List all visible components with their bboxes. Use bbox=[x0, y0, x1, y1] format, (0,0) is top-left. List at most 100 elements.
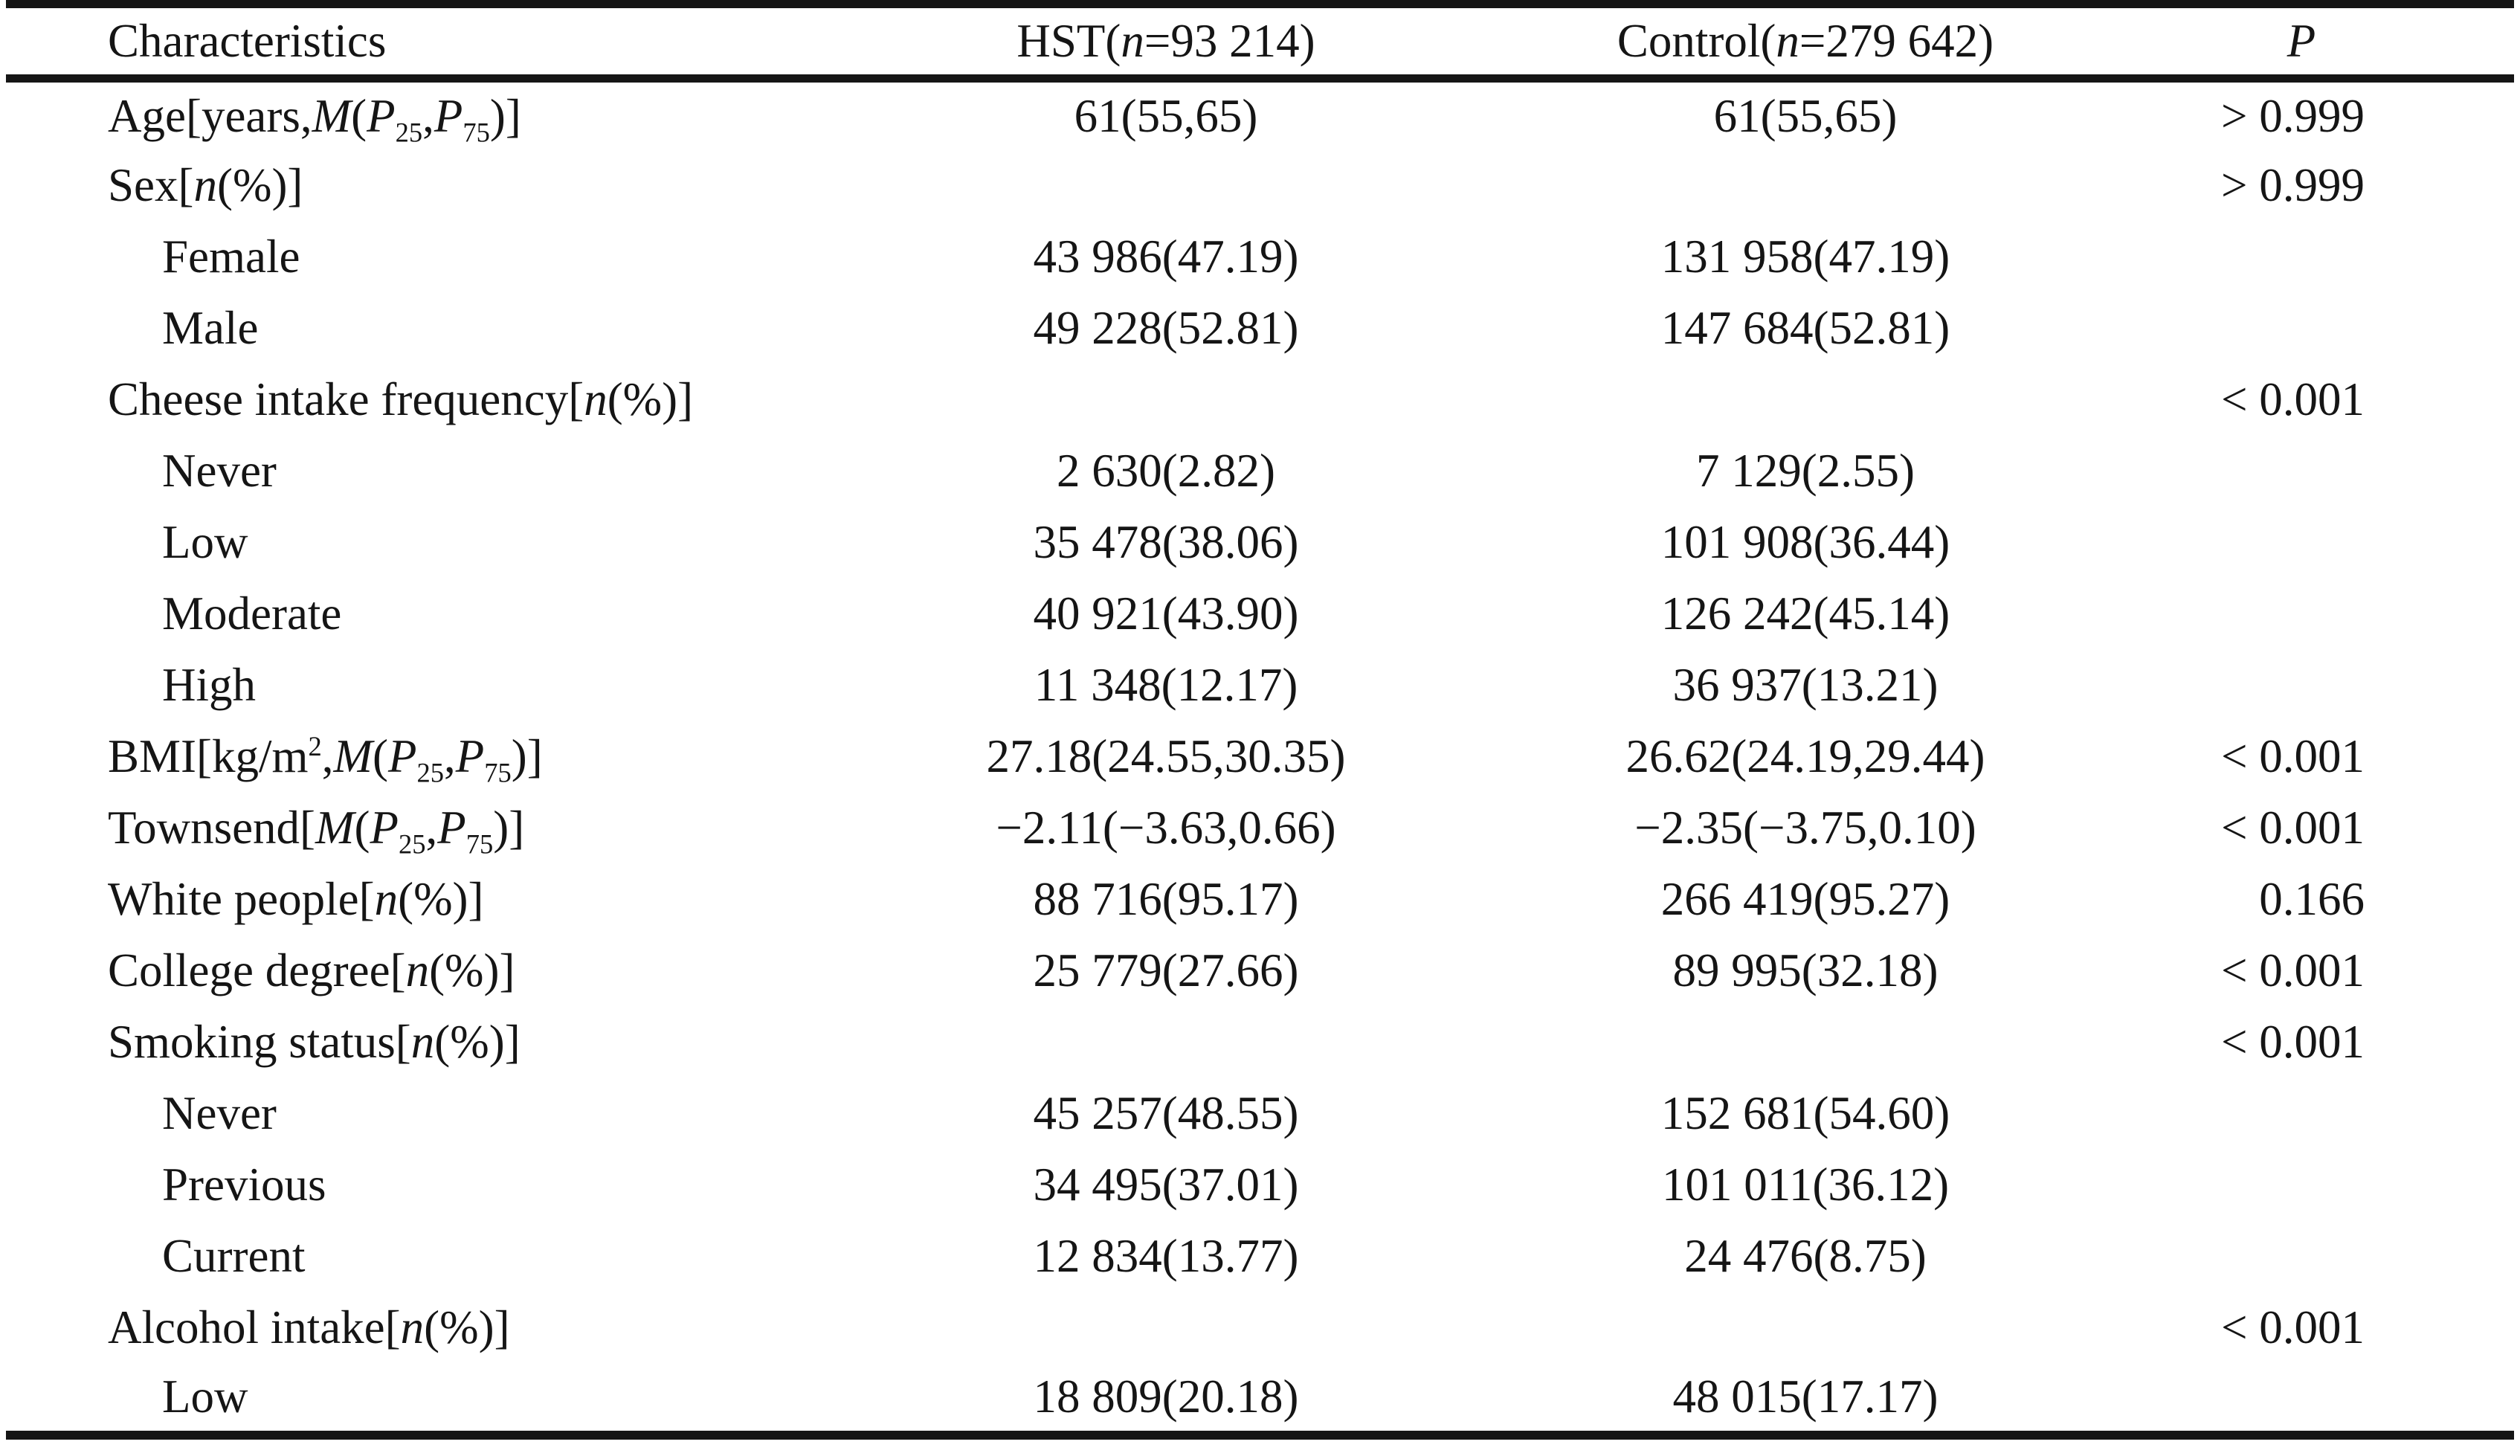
p-value: > 0.999 bbox=[2220, 89, 2365, 142]
hst-value: 2 630(2.82) bbox=[1057, 445, 1275, 497]
control-value: 147 684(52.81) bbox=[1660, 302, 1950, 354]
row-label: Smoking status[n(%)] bbox=[108, 1016, 521, 1068]
row-label: Age[years,M(P25,P75)] bbox=[108, 89, 521, 148]
hst-value: 11 348(12.17) bbox=[1034, 659, 1298, 711]
col-header-p: P bbox=[2118, 4, 2514, 83]
table-row: Age[years,M(P25,P75)] 61(55,65) 61(55,65… bbox=[6, 79, 2514, 150]
row-label: Never bbox=[162, 1087, 277, 1139]
control-value: 101 908(36.44) bbox=[1660, 516, 1950, 568]
control-value: 7 129(2.55) bbox=[1696, 445, 1915, 497]
table-row: Male 49 228(52.81) 147 684(52.81) bbox=[6, 293, 2514, 364]
hst-value: 34 495(37.01) bbox=[1033, 1159, 1299, 1211]
p-value: > 0.999 bbox=[2220, 159, 2365, 211]
control-value: 101 011(36.12) bbox=[1661, 1159, 1950, 1211]
p-value: < 0.001 bbox=[2220, 730, 2365, 782]
p-value bbox=[2118, 293, 2514, 364]
hst-value: 61(55,65) bbox=[1074, 89, 1258, 142]
control-value: 24 476(8.75) bbox=[1684, 1230, 1927, 1282]
row-label: High bbox=[162, 659, 256, 711]
row-label: Female bbox=[162, 231, 300, 283]
hst-value: 45 257(48.55) bbox=[1033, 1087, 1299, 1139]
row-label: Alcohol intake[n(%)] bbox=[108, 1301, 510, 1353]
control-value bbox=[1493, 364, 2118, 436]
header-row: Characteristics HST(n=93 214) Control(n=… bbox=[6, 4, 2514, 83]
hst-value: 35 478(38.06) bbox=[1033, 516, 1299, 568]
table-row: Never 45 257(48.55) 152 681(54.60) bbox=[6, 1078, 2514, 1150]
table-row: Alcohol intake[n(%)] < 0.001 bbox=[6, 1292, 2514, 1364]
p-value: < 0.001 bbox=[2220, 1016, 2365, 1068]
table-row: Smoking status[n(%)] < 0.001 bbox=[6, 1007, 2514, 1078]
p-value: 0.166 bbox=[2259, 873, 2365, 925]
table-row: College degree[n(%)] 25 779(27.66) 89 99… bbox=[6, 935, 2514, 1007]
table-row: Previous 34 495(37.01) 101 011(36.12) bbox=[6, 1150, 2514, 1221]
control-value bbox=[1493, 150, 2118, 222]
hst-value: −2.11(−3.63,0.66) bbox=[996, 802, 1336, 854]
table-row: Townsend[M(P25,P75)] −2.11(−3.63,0.66) −… bbox=[6, 793, 2514, 864]
row-label: Male bbox=[162, 302, 259, 354]
control-value: 266 419(95.27) bbox=[1660, 873, 1950, 925]
table-row: White people[n(%)] 88 716(95.17) 266 419… bbox=[6, 864, 2514, 935]
table-row: Female 43 986(47.19) 131 958(47.19) bbox=[6, 222, 2514, 293]
hst-value bbox=[839, 1292, 1493, 1364]
table-row: Low 35 478(38.06) 101 908(36.44) bbox=[6, 507, 2514, 579]
row-label: Sex[n(%)] bbox=[108, 159, 303, 211]
table-row: Cheese intake frequency[n(%)] < 0.001 bbox=[6, 364, 2514, 436]
control-value: 89 995(32.18) bbox=[1672, 944, 1939, 996]
row-label: White people[n(%)] bbox=[108, 873, 484, 925]
p-value: < 0.001 bbox=[2220, 373, 2365, 425]
p-value: < 0.001 bbox=[2220, 944, 2365, 996]
row-label: Cheese intake frequency[n(%)] bbox=[108, 373, 694, 425]
p-value bbox=[2118, 1150, 2514, 1221]
control-value: 61(55,65) bbox=[1713, 89, 1898, 142]
p-value: < 0.001 bbox=[2220, 1301, 2365, 1353]
p-value bbox=[2118, 650, 2514, 721]
control-value: 152 681(54.60) bbox=[1660, 1087, 1950, 1139]
table-row: Sex[n(%)] > 0.999 bbox=[6, 150, 2514, 222]
p-value bbox=[2118, 1078, 2514, 1150]
control-value: 126 242(45.14) bbox=[1660, 587, 1950, 640]
table-row: Low 18 809(20.18) 48 015(17.17) bbox=[6, 1364, 2514, 1435]
hst-value: 12 834(13.77) bbox=[1033, 1230, 1299, 1282]
row-label: Low bbox=[162, 516, 248, 568]
p-value bbox=[2118, 222, 2514, 293]
p-value bbox=[2118, 1221, 2514, 1292]
p-value bbox=[2118, 507, 2514, 579]
row-label: Current bbox=[162, 1230, 306, 1282]
control-value: 48 015(17.17) bbox=[1672, 1370, 1939, 1423]
col-header-characteristics: Characteristics bbox=[6, 4, 839, 83]
hst-value: 49 228(52.81) bbox=[1033, 302, 1299, 354]
hst-value: 43 986(47.19) bbox=[1033, 231, 1299, 283]
p-value: < 0.001 bbox=[2220, 802, 2365, 854]
table-row: Current 12 834(13.77) 24 476(8.75) bbox=[6, 1221, 2514, 1292]
row-label: College degree[n(%)] bbox=[108, 944, 515, 996]
characteristics-table: Characteristics HST(n=93 214) Control(n=… bbox=[6, 0, 2514, 1440]
row-label: Previous bbox=[162, 1159, 326, 1211]
hst-value: 25 779(27.66) bbox=[1033, 944, 1299, 996]
control-value: −2.35(−3.75,0.10) bbox=[1634, 802, 1976, 854]
hst-value: 40 921(43.90) bbox=[1033, 587, 1299, 640]
hst-value: 27.18(24.55,30.35) bbox=[986, 730, 1346, 782]
row-label: Never bbox=[162, 445, 277, 497]
control-value bbox=[1493, 1292, 2118, 1364]
row-label: Moderate bbox=[162, 587, 342, 640]
table-row: Moderate 40 921(43.90) 126 242(45.14) bbox=[6, 579, 2514, 650]
hst-value bbox=[839, 150, 1493, 222]
row-label: BMI[kg/m2,M(P25,P75)] bbox=[108, 730, 543, 788]
hst-value bbox=[839, 364, 1493, 436]
table-row: High 11 348(12.17) 36 937(13.21) bbox=[6, 650, 2514, 721]
hst-value: 18 809(20.18) bbox=[1033, 1370, 1299, 1423]
row-label: Low bbox=[162, 1370, 248, 1423]
col-header-hst: HST(n=93 214) bbox=[839, 4, 1493, 83]
hst-value: 88 716(95.17) bbox=[1033, 873, 1299, 925]
p-value bbox=[2118, 436, 2514, 507]
table-body: Age[years,M(P25,P75)] 61(55,65) 61(55,65… bbox=[6, 79, 2514, 1435]
control-value: 26.62(24.19,29.44) bbox=[1625, 730, 1985, 782]
control-value: 131 958(47.19) bbox=[1660, 231, 1950, 283]
p-value bbox=[2118, 579, 2514, 650]
hst-value bbox=[839, 1007, 1493, 1078]
col-header-control: Control(n=279 642) bbox=[1493, 4, 2118, 83]
table-row: BMI[kg/m2,M(P25,P75)] 27.18(24.55,30.35)… bbox=[6, 721, 2514, 793]
table-row: Never 2 630(2.82) 7 129(2.55) bbox=[6, 436, 2514, 507]
row-label: Townsend[M(P25,P75)] bbox=[108, 802, 525, 860]
